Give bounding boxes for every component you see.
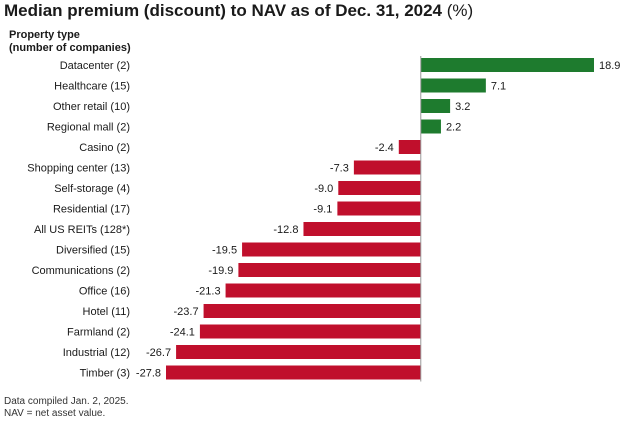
value-label: -26.7 [146, 347, 171, 359]
value-label: -9.1 [313, 204, 332, 216]
category-label: Shopping center (13) [27, 163, 130, 175]
category-label: Casino (2) [79, 142, 130, 154]
bar [420, 78, 486, 93]
bar [398, 140, 421, 154]
category-label: Timber (3) [80, 368, 130, 380]
category-label: Other retail (10) [53, 101, 130, 113]
bar [238, 263, 421, 277]
chart-title-main: Median premium (discount) to NAV as of D… [4, 1, 443, 20]
value-label: 7.1 [491, 81, 506, 93]
footnote-definition: NAV = net asset value. [4, 408, 106, 419]
bar [203, 304, 421, 318]
value-label: -19.9 [208, 265, 233, 277]
footnote-source: Data compiled Jan. 2, 2025. [4, 396, 129, 407]
value-label: 18.9 [599, 60, 620, 72]
footnotes: Data compiled Jan. 2, 2025. NAV = net as… [4, 396, 129, 420]
bar [199, 324, 421, 339]
y-axis-header-line-1: Property type [9, 29, 80, 41]
chart-title: Median premium (discount) to NAV as of D… [4, 0, 473, 22]
value-label: 2.2 [446, 122, 461, 134]
y-axis-header-line-2: (number of companies) [9, 42, 131, 54]
category-label: Diversified (15) [56, 245, 130, 257]
category-label: Communications (2) [32, 265, 130, 277]
category-label: Residential (17) [53, 204, 130, 216]
value-label: -7.3 [330, 163, 349, 175]
chart-title-unit: (%) [446, 1, 474, 20]
category-label: Regional mall (2) [47, 122, 130, 134]
bar [166, 365, 421, 380]
category-label: Farmland (2) [67, 327, 130, 339]
category-label: Datacenter (2) [60, 60, 130, 72]
category-label: Healthcare (15) [54, 81, 130, 93]
category-label: Office (16) [79, 286, 130, 298]
value-label: -24.1 [170, 327, 195, 339]
category-label: Self-storage (4) [54, 183, 130, 195]
value-label: -23.7 [173, 306, 198, 318]
category-label: Industrial (12) [63, 347, 130, 359]
value-label: -2.4 [375, 142, 394, 154]
bar [420, 58, 594, 72]
value-label: -9.0 [314, 183, 333, 195]
value-label: -19.5 [212, 245, 237, 257]
value-label: -12.8 [273, 224, 298, 236]
value-label: -21.3 [195, 286, 220, 298]
bar [303, 222, 421, 236]
bar [353, 160, 421, 175]
value-label: 3.2 [455, 101, 470, 113]
bar [176, 345, 421, 359]
y-axis-header: Property type (number of companies) [9, 29, 131, 55]
bar [338, 181, 421, 195]
bar [420, 99, 451, 113]
category-label: Hotel (11) [83, 306, 130, 318]
bar [242, 242, 421, 257]
bar [337, 201, 421, 216]
value-label: -27.8 [136, 368, 161, 380]
category-label: All US REITs (128*) [34, 224, 130, 236]
bar [420, 119, 441, 134]
bar [225, 283, 421, 298]
